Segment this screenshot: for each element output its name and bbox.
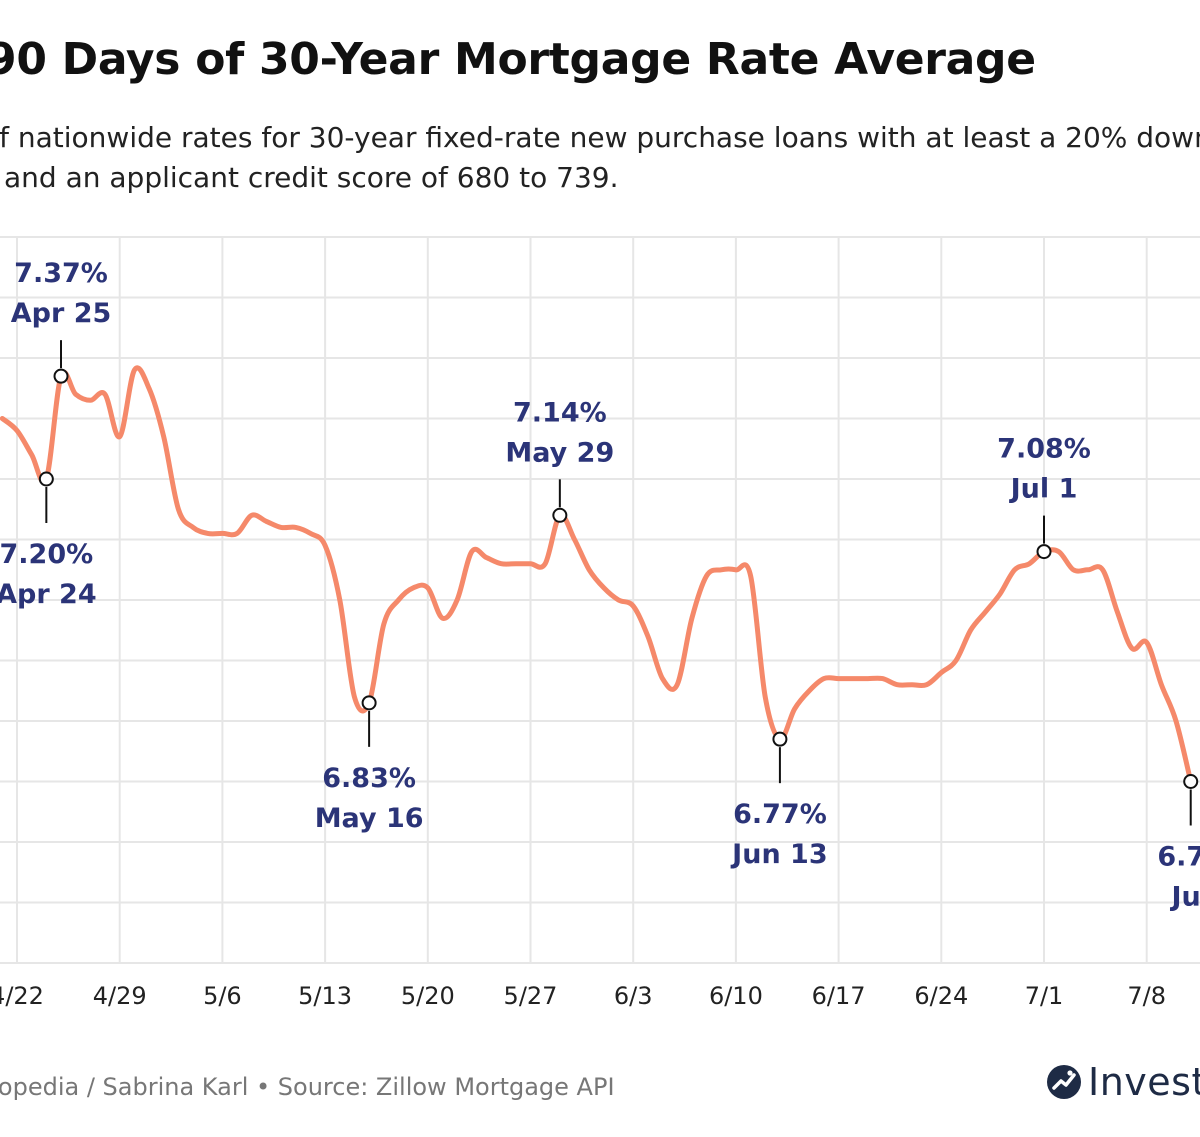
x-tick-label: 7/8 xyxy=(1127,982,1166,1010)
annotation-value: 7.08% xyxy=(997,434,1091,465)
x-tick-label: 5/13 xyxy=(298,982,352,1010)
chart-subtitle: of nationwide rates for 30-year fixed-ra… xyxy=(0,118,1200,198)
chart-title: 90 Days of 30-Year Mortgage Rate Average xyxy=(0,34,1036,85)
annotation-date: Jul xyxy=(1169,882,1200,913)
x-tick-label: 6/10 xyxy=(709,982,763,1010)
annotation-marker xyxy=(772,731,788,747)
annotation-date: Jul 1 xyxy=(1009,474,1078,505)
annotation-date: Apr 25 xyxy=(11,298,112,329)
annotation-marker xyxy=(53,368,69,384)
brand-logo: Investo xyxy=(1046,1060,1200,1104)
annotation-date: Jun 13 xyxy=(730,839,827,870)
x-tick-label: 6/3 xyxy=(614,982,653,1010)
annotation-marker xyxy=(552,507,568,523)
annotation-date: Apr 24 xyxy=(0,579,97,610)
x-tick-label: 6/24 xyxy=(914,982,968,1010)
annotation-value: 7.14% xyxy=(513,397,607,428)
chart-credit: stopedia / Sabrina Karl • Source: Zillow… xyxy=(0,1073,615,1101)
x-tick-label: 7/1 xyxy=(1025,982,1064,1010)
annotation-marker xyxy=(1036,544,1052,560)
grid xyxy=(0,236,1200,964)
x-tick-label: 5/6 xyxy=(203,982,242,1010)
x-tick-label: 4/22 xyxy=(0,982,44,1010)
logo-wordmark: Investo xyxy=(1088,1060,1200,1104)
annotation-marker xyxy=(361,695,377,711)
series-layer xyxy=(0,365,1194,784)
annotation-marker xyxy=(38,471,54,487)
x-tick-label: 5/20 xyxy=(401,982,455,1010)
annotation-value: 7.20% xyxy=(0,539,93,570)
annotation-value: 6.70 xyxy=(1157,842,1200,873)
x-axis: 4/22 4/29 5/6 5/13 5/20 5/27 6/3 6/10 6/17 6/24 7/… xyxy=(0,982,1166,1010)
series-line xyxy=(0,365,1194,784)
annotation-value: 6.77% xyxy=(733,799,827,830)
x-tick-label: 5/27 xyxy=(504,982,558,1010)
investopedia-logo-icon xyxy=(1047,1065,1081,1099)
annotation-value: 7.37% xyxy=(14,258,108,289)
annotation-date: May 16 xyxy=(315,803,424,834)
annotation-marker xyxy=(1183,774,1199,789)
annotation-value: 6.83% xyxy=(322,763,416,794)
annotations: 7.20% Apr 24 7.37% Apr 25 6.83% May 16 7.14% Ma… xyxy=(0,258,1200,912)
annotation-date: May 29 xyxy=(505,437,614,468)
subtitle-line-1: of nationwide rates for 30-year fixed-ra… xyxy=(0,121,1200,154)
x-tick-label: 4/29 xyxy=(93,982,147,1010)
x-tick-label: 6/17 xyxy=(812,982,866,1010)
subtitle-line-2: and an applicant credit score of 680 to … xyxy=(4,161,619,194)
